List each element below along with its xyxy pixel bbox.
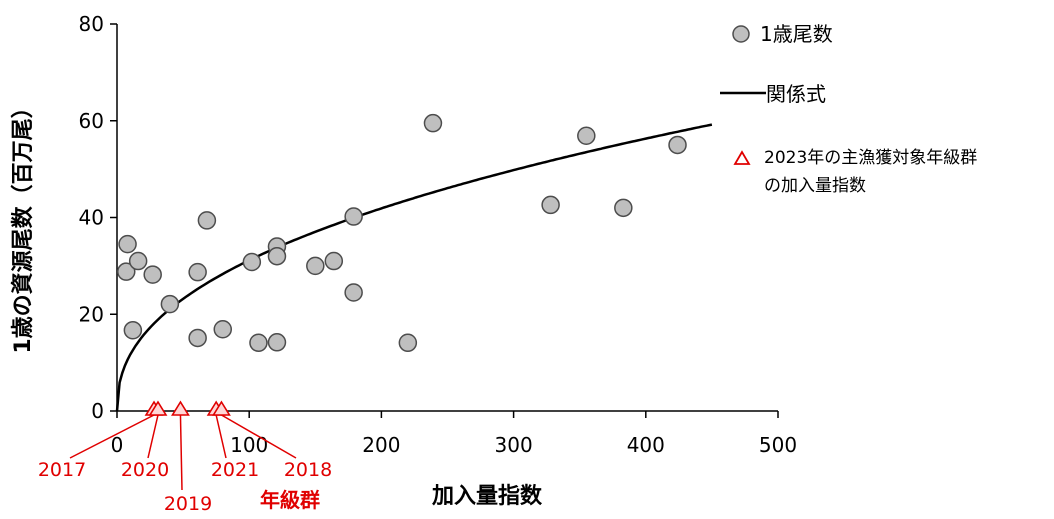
- x-tick-label: 200: [362, 433, 400, 457]
- data-point: [123, 320, 143, 340]
- cohort-marker: [212, 400, 231, 416]
- data-point: [143, 265, 162, 284]
- x-axis-title: 加入量指数: [431, 483, 543, 509]
- data-point: [306, 256, 325, 276]
- data-point: [249, 333, 268, 353]
- x-tick-label: 100: [230, 433, 268, 457]
- data-point: [577, 126, 596, 145]
- points-layer: [117, 113, 687, 353]
- data-point: [541, 195, 560, 215]
- data-point: [188, 262, 207, 282]
- data-point: [267, 246, 287, 266]
- cohort-leader-line: [215, 414, 227, 459]
- data-point: [118, 234, 137, 254]
- data-point: [128, 251, 148, 271]
- y-tick-label: 60: [79, 109, 104, 133]
- y-tick-label: 0: [91, 399, 104, 423]
- legend-cohort-label-line1: 2023年の主漁獲対象年級群: [764, 148, 977, 168]
- data-point: [242, 252, 262, 272]
- cohort-marker: [171, 400, 190, 416]
- curve-layer: [115, 123, 713, 412]
- legend-scatter-marker: [732, 25, 750, 43]
- cohort-layer: 2017 2020 2019 2021 2018: [38, 400, 332, 515]
- y-axis-title: 1歳の資源尾数（百万尾）: [10, 96, 36, 353]
- data-point: [344, 207, 363, 226]
- legend-scatter-label: 1歳尾数: [760, 22, 833, 46]
- x-tick-label: 400: [627, 433, 665, 457]
- cohort-label: 2021: [211, 459, 259, 481]
- x-tick-label: 300: [495, 433, 533, 457]
- cohort-label: 2017: [38, 459, 86, 481]
- y-tick-label: 80: [79, 12, 104, 36]
- data-point: [423, 113, 443, 133]
- cohort-label: 2018: [284, 459, 332, 481]
- cohort-leader-line: [179, 414, 183, 491]
- y-tick-label: 20: [79, 302, 104, 326]
- legend-cohort-marker: [733, 150, 751, 165]
- cohort-leader-line: [147, 414, 159, 459]
- axes: 0 100 200 300 400 500 0 20 40 60 80: [79, 12, 798, 457]
- legend: 1歳尾数 関係式 2023年の主漁獲対象年級群 の加入量指数: [720, 22, 977, 196]
- x-tick-label: 500: [759, 433, 797, 457]
- cohort-label: 2020: [121, 459, 169, 481]
- cohort-marker: [148, 400, 168, 416]
- legend-cohort-label-line2: の加入量指数: [764, 176, 866, 196]
- data-point: [267, 333, 287, 352]
- cohort-leader-line: [69, 414, 155, 459]
- legend-line-label: 関係式: [766, 82, 826, 106]
- data-point: [188, 328, 207, 348]
- relationship-curve: [115, 123, 713, 412]
- data-point: [213, 319, 233, 339]
- y-tick-label: 40: [79, 206, 104, 230]
- data-point: [160, 294, 180, 314]
- data-point: [197, 211, 217, 230]
- cohort-title: 年級群: [260, 488, 320, 512]
- x-tick-label: 0: [111, 433, 124, 457]
- data-point: [398, 333, 418, 353]
- data-point: [324, 251, 344, 271]
- cohort-leader-line: [221, 414, 297, 459]
- data-point: [614, 198, 633, 218]
- data-point: [344, 283, 363, 302]
- data-point: [117, 262, 136, 281]
- data-point: [668, 135, 687, 155]
- cohort-label: 2019: [164, 493, 212, 515]
